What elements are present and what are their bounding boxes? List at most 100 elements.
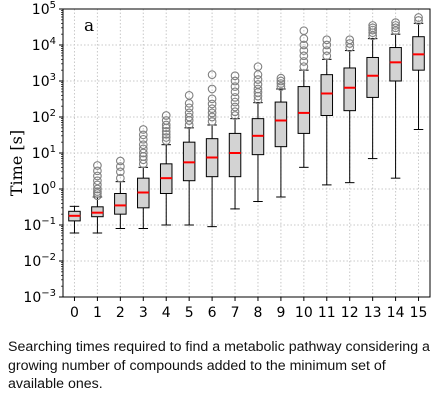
box-10: [297, 26, 311, 168]
box-body: [366, 56, 379, 98]
outlier-point: [391, 23, 400, 33]
x-tick-label: 1: [93, 305, 102, 321]
outlier-point: [345, 39, 355, 48]
outlier-point: [322, 40, 332, 50]
outlier-point: [161, 136, 171, 146]
y-tick-label: 105: [32, 0, 56, 18]
outlier-point: [299, 51, 309, 61]
outlier-point: [368, 23, 378, 33]
outlier-point: [184, 112, 194, 122]
box-0: [68, 205, 81, 234]
x-tick-label: 3: [139, 305, 148, 321]
outlier-point: [161, 133, 171, 142]
outlier-point: [161, 129, 171, 139]
outlier-point: [230, 93, 240, 102]
outlier-point: [230, 97, 240, 107]
outlier-point: [230, 111, 240, 120]
y-tick-label: 102: [32, 108, 56, 126]
outlier-point: [276, 76, 286, 86]
box-13: [366, 21, 379, 160]
box-12: [343, 35, 356, 184]
outlier-point: [230, 76, 240, 86]
outlier-point: [230, 87, 240, 97]
x-tick-label: 12: [341, 305, 359, 321]
y-tick-label: 10−1: [23, 216, 56, 234]
outlier-point: [115, 167, 125, 177]
box-body: [389, 47, 402, 82]
outlier-point: [345, 35, 355, 45]
box-7: [228, 71, 242, 210]
x-tick-label: 14: [387, 305, 405, 321]
outlier-point: [93, 191, 102, 201]
outlier-point: [161, 120, 171, 130]
outlier-point: [299, 57, 309, 66]
outlier-point: [276, 82, 286, 91]
x-tick-label: 6: [208, 305, 217, 321]
outlier-point: [207, 112, 217, 122]
outlier-point: [391, 21, 400, 30]
outlier-point: [93, 171, 102, 181]
box-8: [251, 62, 265, 202]
outlier-point: [93, 184, 102, 194]
outlier-point: [230, 71, 240, 81]
box-4: [159, 111, 173, 226]
x-tick-label: 13: [364, 305, 382, 321]
x-tick-label: 2: [116, 305, 125, 321]
outlier-point: [184, 108, 194, 118]
outlier-point: [161, 126, 171, 136]
x-tick-label: 9: [276, 305, 285, 321]
outlier-point: [161, 111, 171, 120]
y-axis-label: Time [s]: [7, 130, 26, 196]
outlier-point: [138, 148, 148, 158]
outlier-point: [230, 82, 240, 91]
box-body: [274, 101, 288, 148]
outlier-point: [207, 108, 217, 118]
outlier-point: [207, 99, 217, 109]
box-15: [412, 13, 425, 130]
x-axis-ticks: 0 1 2 3 4 5 6 7 8 9 10 11 12 13 14 15: [70, 297, 427, 321]
outlier-point: [93, 161, 102, 170]
y-tick-label: 10−3: [23, 288, 56, 306]
outlier-point: [276, 73, 286, 83]
outlier-point: [138, 140, 148, 150]
box-1: [91, 161, 104, 234]
box-body: [320, 74, 334, 117]
x-tick-label: 8: [254, 305, 263, 321]
outlier-point: [322, 46, 332, 55]
outlier-point: [115, 173, 125, 183]
figure-caption: Searching times required to find a metab…: [8, 339, 430, 392]
outlier-point: [93, 187, 102, 196]
outlier-point: [299, 40, 309, 50]
outlier-point: [161, 116, 171, 125]
outlier-point: [299, 26, 309, 36]
outlier-point: [299, 46, 309, 55]
x-tick-label: 11: [318, 305, 336, 321]
outlier-point: [184, 103, 194, 113]
grid-lines: [63, 8, 430, 298]
outlier-point: [138, 155, 148, 165]
outlier-point: [207, 104, 217, 114]
outlier-point: [138, 130, 148, 140]
outlier-point: [138, 134, 148, 144]
box-11: [320, 35, 334, 186]
box-body: [297, 86, 311, 134]
box-2: [114, 156, 127, 229]
outlier-point: [322, 51, 332, 61]
y-tick-label: 10−2: [23, 252, 56, 270]
y-tick-label: 103: [32, 72, 56, 90]
outlier-point: [138, 144, 148, 154]
outlier-point: [322, 35, 332, 45]
outlier-point: [93, 180, 102, 190]
y-tick-label: 100: [32, 180, 56, 198]
box-body: [228, 132, 242, 178]
outlier-point: [230, 107, 240, 117]
box-5: [182, 90, 196, 226]
outlier-point: [253, 84, 263, 94]
outlier-point: [184, 90, 194, 100]
box-14: [389, 18, 402, 179]
x-tick-label: 15: [410, 305, 428, 321]
box-9: [274, 73, 288, 198]
outlier-point: [207, 84, 217, 94]
x-tick-label: 4: [162, 305, 171, 321]
outlier-point: [253, 75, 263, 84]
